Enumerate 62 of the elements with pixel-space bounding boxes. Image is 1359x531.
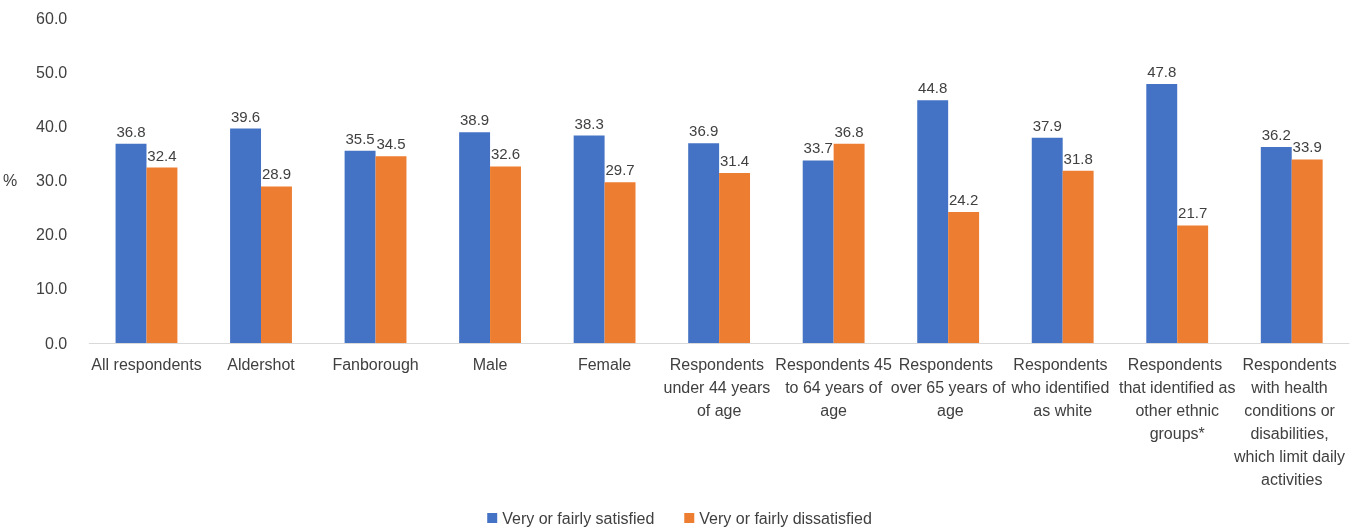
data-label: 37.9	[1032, 116, 1062, 134]
x-tick-label: Female	[577, 356, 632, 373]
data-label: 31.4	[719, 151, 750, 169]
bar	[719, 172, 751, 343]
bar	[1031, 137, 1063, 343]
data-label: 38.9	[460, 111, 490, 129]
bar	[604, 182, 636, 343]
x-tick-label: Respondents who identified as white	[1010, 356, 1114, 419]
bar	[1291, 159, 1323, 343]
data-label: 24.2	[949, 190, 979, 208]
bar	[459, 132, 491, 343]
bar	[833, 143, 865, 343]
x-tick-label: Aldershot	[227, 356, 296, 373]
y-tick-label: 30.0	[36, 172, 68, 189]
data-label: 34.5	[376, 135, 406, 153]
data-label: 39.6	[230, 107, 261, 125]
y-axis-title: %	[2, 172, 18, 189]
bar	[1260, 146, 1292, 343]
bar	[344, 150, 376, 343]
y-tick-label: 10.0	[36, 280, 68, 298]
bar	[1177, 225, 1209, 343]
data-label: 38.3	[574, 114, 604, 132]
data-label: 33.7	[803, 139, 833, 157]
data-label: 31.8	[1063, 149, 1093, 167]
data-label: 32.4	[147, 146, 177, 164]
y-tick-label: 60.0	[36, 9, 68, 27]
bar	[573, 135, 605, 343]
data-label: 36.8	[834, 122, 864, 140]
data-label: 44.8	[918, 79, 948, 97]
bar	[146, 167, 178, 343]
data-label: 36.8	[116, 122, 146, 140]
legend-label: Very or fairly dissatisfied	[699, 509, 872, 527]
data-label: 32.6	[490, 145, 521, 163]
bar	[230, 128, 262, 343]
bar	[375, 156, 407, 343]
x-tick-label: Male	[472, 356, 508, 373]
x-tick-label: Respondents under 44 years of age	[663, 356, 775, 419]
bar	[688, 143, 720, 343]
legend-label: Very or fairly satisfied	[502, 509, 655, 527]
bar	[917, 100, 949, 343]
data-label: 33.9	[1292, 138, 1322, 156]
bar	[490, 166, 521, 343]
bar	[948, 211, 980, 343]
data-label: 36.2	[1261, 125, 1291, 143]
data-label: 36.9	[689, 122, 719, 140]
bar	[1146, 84, 1178, 343]
bar	[802, 160, 834, 343]
x-tick-label: All respondents	[91, 356, 202, 373]
y-tick-label: 50.0	[36, 63, 68, 81]
data-label: 35.5	[345, 129, 375, 147]
data-label: 28.9	[261, 165, 292, 183]
y-tick-label: 40.0	[36, 117, 68, 135]
bar	[1062, 170, 1094, 343]
bar	[115, 143, 147, 343]
x-tick-label: Fanborough	[332, 356, 419, 373]
y-tick-label: 20.0	[36, 226, 68, 244]
x-tick-label: Respondents over 65 years of age	[890, 356, 1007, 419]
data-label: 47.8	[1147, 63, 1177, 81]
bar	[261, 186, 292, 343]
data-label: 29.7	[605, 161, 635, 179]
data-label: 21.7	[1178, 204, 1208, 222]
y-tick-label: 0.0	[44, 334, 68, 352]
